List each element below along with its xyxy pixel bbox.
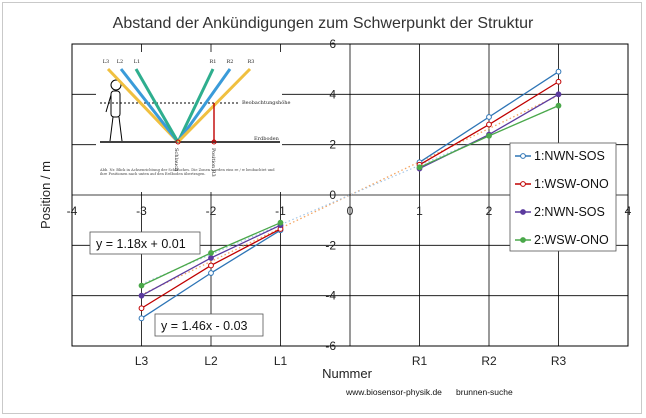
data-point: [208, 270, 214, 276]
equation-upper-text: y = 1.18x + 0.01: [96, 237, 186, 251]
y-tick-label: 2: [329, 138, 336, 152]
y-tick-label: 6: [329, 37, 336, 51]
x-tick-label: -4: [67, 204, 78, 218]
x-tick-label: -1: [275, 204, 286, 218]
data-point: [208, 249, 214, 256]
y-tick-label: 4: [329, 87, 336, 101]
trendline: [141, 94, 559, 296]
y-axis-label: Position / m: [38, 161, 53, 229]
inset-ground-label: Erdboden: [254, 136, 280, 142]
y-tick-label: -4: [325, 289, 336, 303]
legend-marker: [520, 237, 526, 243]
legend-label: 2:NWN-SOS: [534, 205, 605, 219]
inset-label-L3: L3: [103, 59, 110, 65]
footer-topic: brunnen-suche: [456, 387, 513, 397]
inset-ray-R1: [176, 68, 215, 143]
inset-label-R3: R3: [248, 59, 255, 65]
equation-lower-text: y = 1.46x - 0.03: [161, 319, 248, 333]
y-tick-label: -6: [325, 339, 336, 353]
equation-lower: y = 1.46x - 0.03: [154, 313, 264, 337]
inset-ray-L3: [106, 67, 180, 144]
legend-marker: [520, 209, 526, 215]
data-point: [138, 282, 145, 289]
legend-label: 1:WSW-ONO: [534, 177, 609, 191]
y-tick-label: -2: [325, 238, 336, 252]
inset-illustration: L3 L2 L1 R1 R2 R3 Beobachtungshöhe Erdbo…: [96, 52, 291, 192]
legend: 1:NWN-SOS 1:WSW-ONO 2:NWN-SOS 2:WSW-ONO: [509, 142, 617, 252]
category-label: R2: [481, 354, 497, 368]
legend-label: 2:WSW-ONO: [534, 233, 609, 247]
inset-shaft-label: Schlauch: [173, 148, 179, 172]
chart-title: Abstand der Ankündigungen zum Schwerpunk…: [113, 15, 534, 32]
data-point: [138, 315, 145, 322]
inset-label-L2: L2: [117, 59, 124, 65]
equation-upper: y = 1.18x + 0.01: [89, 231, 201, 255]
data-point: [416, 164, 423, 171]
x-tick-label: -2: [206, 204, 217, 218]
data-point: [555, 68, 562, 75]
category-label: R1: [412, 354, 428, 368]
x-tick-label: 1: [416, 204, 423, 218]
data-point: [486, 114, 492, 120]
x-tick-label: -3: [136, 204, 147, 218]
inset-ray-R2: [176, 68, 232, 143]
inset-ray-L1: [134, 68, 180, 143]
inset-caption: Abb. Nr. Blick in Achsenrichtung der Sch…: [100, 168, 275, 177]
x-tick-label: 2: [486, 204, 493, 218]
inset-observation-label: Beobachtungshöhe: [242, 100, 291, 106]
data-point: [138, 305, 145, 312]
trendlines: [141, 94, 559, 296]
x-axis-label: Nummer: [322, 366, 373, 381]
y-tick-label: 0: [329, 188, 336, 202]
legend-marker: [520, 153, 526, 159]
data-point: [277, 219, 284, 226]
data-point: [138, 292, 145, 299]
data-point: [486, 132, 492, 139]
inset-ray-L2: [119, 68, 180, 143]
inset-origin-dot: [175, 139, 181, 145]
inset-caption-box: Abb. Nr. Blick in Achsenrichtung der Sch…: [100, 168, 275, 177]
data-point: [555, 102, 562, 109]
data-point: [208, 255, 214, 261]
inset-person-icon: [105, 79, 123, 142]
inset-r3-dot: [211, 139, 217, 145]
footer-website: www.biosensor-physik.de: [345, 387, 442, 397]
data-point: [208, 262, 214, 269]
x-tick-label: 0: [347, 204, 354, 218]
data-point: [555, 78, 562, 85]
legend-label: 1:NWN-SOS: [534, 149, 605, 163]
inset-position-label: Position R3: [210, 148, 216, 177]
data-point: [486, 121, 492, 128]
category-label: L3: [135, 354, 149, 368]
x-tick-label: 4: [625, 204, 632, 218]
category-label: R3: [551, 354, 567, 368]
legend-box: [509, 142, 617, 252]
data-point: [555, 91, 562, 98]
inset-label-R2: R2: [227, 59, 234, 65]
inset-label-R1: R1: [210, 59, 217, 65]
category-label: L1: [274, 354, 288, 368]
inset-label-L1: L1: [134, 59, 141, 65]
category-label: L2: [204, 354, 218, 368]
legend-marker: [520, 181, 526, 187]
series-group: [138, 68, 562, 322]
